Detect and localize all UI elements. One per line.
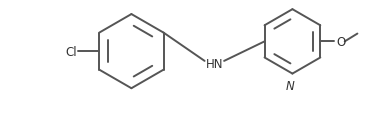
Text: HN: HN xyxy=(205,58,223,71)
Text: N: N xyxy=(286,80,295,93)
Text: O: O xyxy=(336,36,345,48)
Text: Cl: Cl xyxy=(65,45,77,58)
